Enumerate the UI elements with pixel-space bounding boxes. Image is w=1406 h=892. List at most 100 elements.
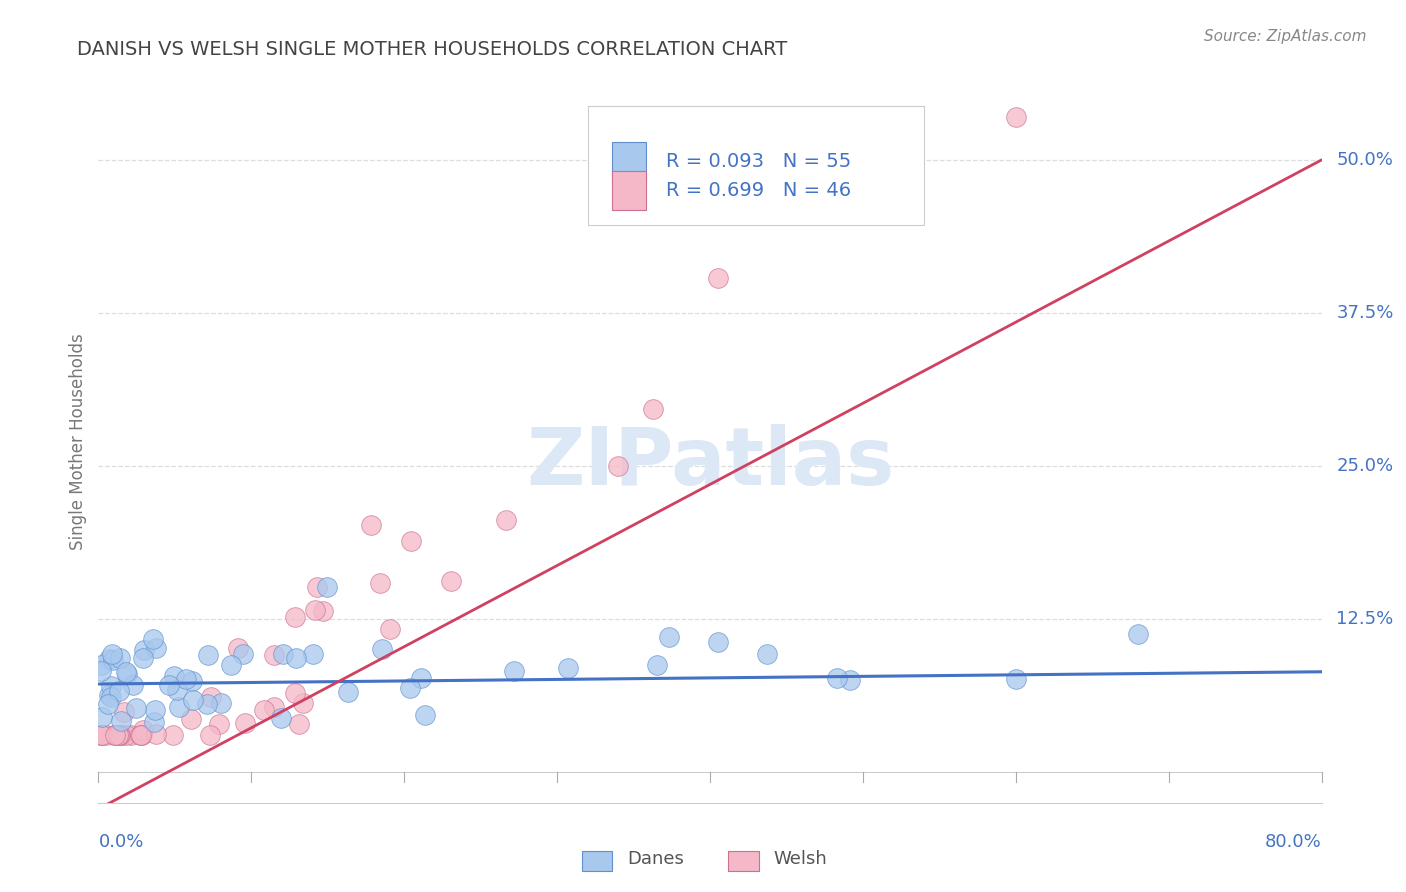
Point	[399, 534, 422, 549]
Point	[97, 652, 120, 666]
Point	[647, 658, 669, 673]
Point	[145, 640, 167, 655]
Text: R = 0.699   N = 46: R = 0.699 N = 46	[666, 181, 851, 200]
Text: 12.5%: 12.5%	[1336, 610, 1393, 628]
Point	[304, 603, 326, 617]
Point	[658, 630, 681, 644]
Point	[129, 728, 152, 742]
Point	[131, 651, 153, 665]
FancyBboxPatch shape	[612, 142, 647, 181]
Point	[838, 673, 860, 687]
Point	[132, 643, 155, 657]
Point	[270, 711, 292, 725]
Point	[209, 696, 232, 710]
Point	[180, 712, 202, 726]
Point	[284, 686, 307, 700]
Point	[755, 647, 778, 661]
Point	[108, 728, 131, 742]
Point	[643, 401, 665, 416]
Point	[557, 661, 579, 675]
Point	[503, 664, 526, 678]
Point	[100, 679, 122, 693]
Point	[288, 717, 311, 731]
Y-axis label: Single Mother Households: Single Mother Households	[69, 334, 87, 549]
Point	[90, 728, 112, 742]
Point	[253, 703, 276, 717]
Point	[707, 634, 730, 648]
Point	[143, 703, 166, 717]
Point	[195, 697, 218, 711]
Point	[336, 684, 359, 698]
Point	[157, 678, 180, 692]
Point	[707, 271, 730, 285]
Point	[440, 574, 463, 588]
Point	[263, 699, 285, 714]
Point	[263, 648, 285, 662]
Point	[90, 664, 112, 678]
Point	[90, 728, 112, 742]
Point	[371, 641, 394, 656]
FancyBboxPatch shape	[728, 851, 759, 871]
Point	[380, 622, 402, 636]
Point	[96, 728, 118, 742]
Point	[1128, 626, 1150, 640]
Point	[176, 672, 198, 686]
Point	[232, 647, 254, 661]
Point	[115, 667, 138, 681]
Point	[181, 674, 204, 689]
Point	[115, 665, 138, 679]
Text: 80.0%: 80.0%	[1265, 833, 1322, 852]
Text: 50.0%: 50.0%	[1336, 151, 1393, 169]
Point	[305, 580, 328, 594]
Point	[166, 683, 188, 698]
Point	[398, 681, 420, 695]
Point	[91, 709, 114, 723]
Text: Welsh: Welsh	[773, 850, 827, 868]
Point	[284, 651, 307, 665]
Point	[108, 684, 131, 698]
Point	[167, 699, 190, 714]
Point	[110, 714, 132, 728]
Point	[409, 671, 432, 685]
Point	[122, 678, 145, 692]
Point	[90, 728, 112, 742]
Point	[197, 648, 219, 662]
Point	[107, 728, 129, 742]
Point	[162, 728, 184, 742]
Text: ZIPatlas: ZIPatlas	[526, 425, 894, 502]
Point	[200, 690, 222, 704]
Point	[311, 603, 333, 617]
FancyBboxPatch shape	[588, 105, 924, 225]
Point	[415, 707, 437, 722]
Point	[226, 641, 249, 656]
Text: 0.0%: 0.0%	[98, 833, 143, 852]
FancyBboxPatch shape	[612, 170, 647, 211]
Point	[104, 728, 127, 742]
Point	[315, 580, 337, 594]
Point	[219, 658, 242, 673]
Point	[825, 672, 848, 686]
Point	[142, 632, 165, 647]
Point	[1004, 672, 1026, 686]
Point	[110, 728, 132, 742]
Text: R = 0.093   N = 55: R = 0.093 N = 55	[666, 152, 851, 171]
Point	[208, 717, 231, 731]
Point	[124, 701, 146, 715]
Point	[495, 513, 517, 527]
Point	[97, 698, 120, 712]
Text: Source: ZipAtlas.com: Source: ZipAtlas.com	[1204, 29, 1367, 44]
Point	[111, 728, 134, 742]
Point	[1004, 110, 1026, 124]
Point	[271, 648, 294, 662]
Point	[233, 715, 256, 730]
Point	[121, 728, 143, 742]
Point	[360, 517, 382, 532]
Point	[108, 650, 131, 665]
Point	[100, 690, 122, 704]
Point	[292, 696, 315, 710]
Point	[301, 647, 323, 661]
Point	[284, 609, 307, 624]
Point	[606, 458, 628, 473]
Point	[90, 657, 112, 672]
Point	[115, 728, 138, 742]
